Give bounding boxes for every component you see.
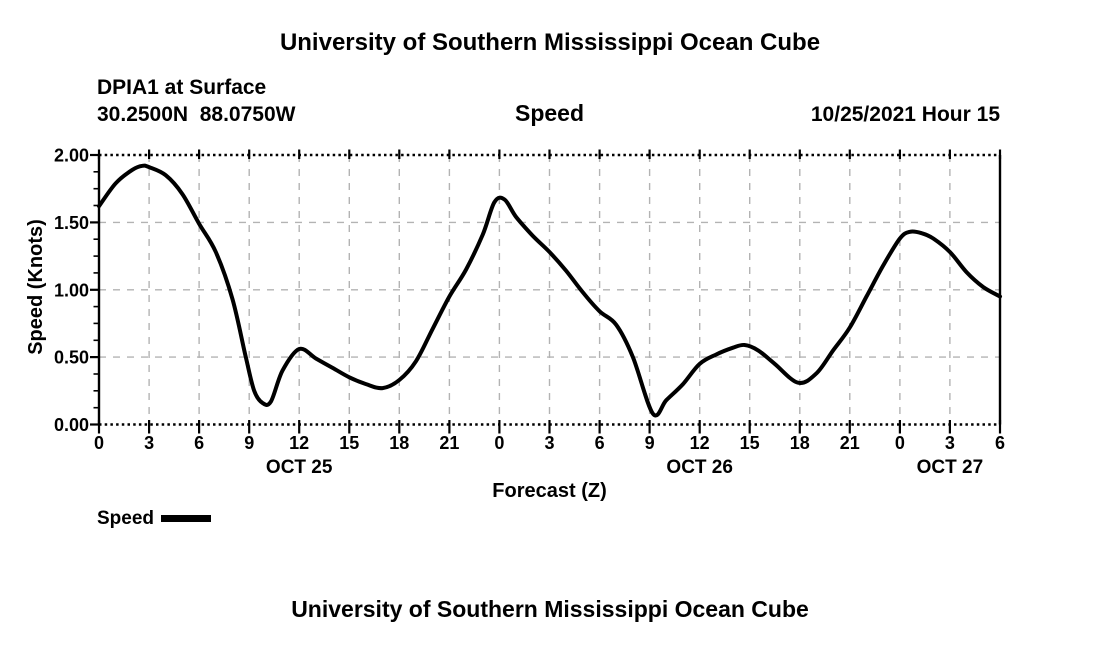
x-tick-label: 21: [840, 433, 860, 453]
y-tick-label: 1.50: [54, 213, 89, 233]
x-tick-label: 0: [94, 433, 104, 453]
date-label: OCT 25: [266, 457, 333, 478]
x-tick-label: 15: [740, 433, 760, 453]
x-tick-label: 6: [595, 433, 605, 453]
speed-line: [97, 163, 1002, 418]
x-tick-label: 9: [244, 433, 254, 453]
x-tick-label: 18: [389, 433, 409, 453]
x-tick-label: 15: [339, 433, 359, 453]
run-timestamp: 10/25/2021 Hour 15: [810, 103, 1000, 126]
y-tick-label: 1.00: [54, 280, 89, 300]
legend-label: Speed: [97, 508, 155, 529]
x-tick-label: 3: [945, 433, 955, 453]
x-tick-label: 21: [439, 433, 459, 453]
plot-title: Speed: [514, 100, 585, 126]
legend: Speed: [97, 508, 212, 529]
coordinates-label: 30.2500N 88.0750W: [97, 103, 296, 126]
x-tick-label: 12: [690, 433, 710, 453]
chart-title-bottom: University of Southern Mississippi Ocean…: [291, 596, 809, 622]
station-label: DPIA1 at Surface: [97, 76, 267, 99]
x-tick-label: 6: [194, 433, 204, 453]
x-tick-label: 3: [144, 433, 154, 453]
y-tick-label: 0.50: [54, 348, 89, 368]
x-tick-label: 0: [494, 433, 504, 453]
x-axis-label: Forecast (Z): [492, 480, 607, 502]
chart-title-top: University of Southern Mississippi Ocean…: [279, 29, 821, 56]
y-axis-label: Speed (Knots): [25, 219, 47, 355]
x-tick-label: 6: [995, 433, 1005, 453]
x-tick-label: 9: [645, 433, 655, 453]
legend-line-swatch: [161, 515, 212, 522]
y-tick-label: 0.00: [54, 415, 89, 435]
x-tick-label: 12: [289, 433, 309, 453]
date-label: OCT 27: [917, 457, 984, 478]
date-label: OCT 26: [666, 457, 733, 478]
x-tick-label: 0: [895, 433, 905, 453]
y-tick-label: 2.00: [54, 146, 89, 166]
x-tick-label: 18: [790, 433, 810, 453]
x-tick-label: 3: [544, 433, 554, 453]
